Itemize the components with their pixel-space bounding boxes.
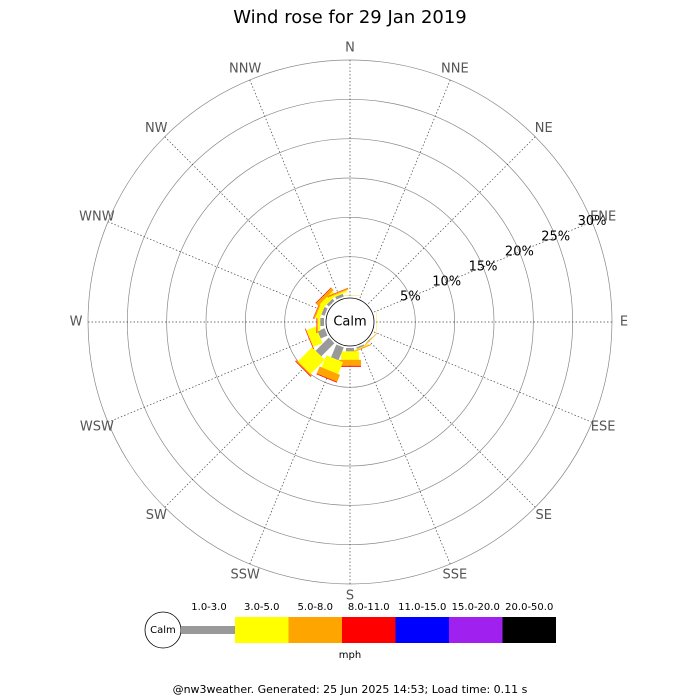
legend-label: 20.0-50.0 [505, 602, 553, 613]
ring-label: 20% [505, 244, 534, 259]
segment [295, 360, 312, 377]
segment [352, 344, 370, 352]
segment [321, 307, 328, 316]
legend-swatch [288, 617, 342, 643]
spoke [359, 345, 451, 565]
spoke [249, 79, 341, 299]
direction-label: NE [535, 121, 553, 136]
segment [341, 351, 359, 360]
legend-label: 15.0-20.0 [452, 602, 500, 613]
spoke [107, 221, 327, 313]
chart-title: Wind rose for 29 Jan 2019 [233, 7, 467, 28]
direction-label: WSW [80, 419, 114, 434]
legend-swatch [449, 617, 503, 643]
direction-label: NW [145, 121, 168, 136]
direction-label: SSE [442, 568, 467, 583]
segment [346, 348, 354, 352]
legend-swatch [395, 617, 449, 643]
spoke [107, 331, 327, 423]
spoke [164, 136, 332, 304]
segment [315, 337, 335, 357]
segment [316, 366, 341, 382]
segment [321, 355, 344, 375]
spoke [368, 136, 536, 304]
segment [350, 343, 372, 354]
direction-label: S [346, 589, 354, 604]
ring-label: 15% [469, 259, 498, 274]
segment [350, 344, 372, 354]
segment [315, 287, 332, 304]
ring-label: 30% [578, 214, 607, 229]
direction-label: WNW [79, 210, 115, 225]
direction-label: NNE [441, 61, 469, 76]
segment [320, 318, 324, 326]
ring-label: 25% [541, 229, 570, 244]
ring-label: 10% [432, 274, 461, 289]
segment [326, 298, 335, 307]
legend-label: 11.0-15.0 [398, 602, 446, 613]
segment [329, 290, 348, 299]
direction-label: ESE [591, 419, 616, 434]
legend-swatch [502, 617, 556, 643]
calm-label: Calm [333, 315, 366, 330]
segment [316, 373, 338, 383]
direction-label: W [70, 315, 83, 330]
legend-unit: mph [339, 650, 361, 661]
segment [304, 328, 314, 350]
sector [327, 287, 349, 300]
segment [295, 359, 313, 377]
segment [327, 288, 349, 298]
segment [306, 326, 323, 347]
segment [362, 334, 376, 348]
spoke [368, 340, 536, 508]
sector [339, 348, 361, 367]
sector [339, 295, 361, 296]
direction-label: SSW [230, 568, 260, 583]
segment [339, 359, 361, 366]
legend-swatch [181, 626, 235, 634]
legend-swatch [235, 617, 289, 643]
spoke [249, 345, 341, 565]
spoke [373, 221, 593, 313]
sector [295, 337, 335, 377]
segment [297, 347, 325, 375]
segment [339, 365, 361, 367]
segment [361, 333, 378, 350]
grid-ring [244, 216, 456, 428]
spoke [359, 79, 451, 299]
legend-label: 5.0-8.0 [298, 602, 333, 613]
direction-label: SE [536, 508, 552, 523]
segment [365, 337, 372, 344]
spoke [373, 331, 593, 423]
grid-ring [166, 138, 534, 506]
sector [361, 333, 378, 350]
grid-ring [205, 177, 495, 467]
segment [315, 287, 334, 306]
ring-label: 5% [400, 289, 421, 304]
direction-label: E [620, 315, 628, 330]
segment [356, 344, 365, 350]
sector [316, 344, 344, 383]
segment [335, 293, 344, 300]
segment [331, 344, 344, 361]
direction-label: N [345, 41, 355, 56]
legend-label: 8.0-11.0 [348, 602, 390, 613]
segment [305, 328, 315, 349]
segment [361, 333, 377, 349]
direction-label: ENE [590, 210, 616, 225]
direction-label: SW [146, 508, 167, 523]
calm-circle [325, 297, 375, 347]
legend-calm-label: Calm [150, 625, 176, 636]
legend-swatch [342, 617, 396, 643]
sector [350, 343, 372, 354]
segment [327, 287, 348, 297]
footer: @nw3weather. Generated: 25 Jun 2025 14:5… [173, 683, 528, 696]
direction-label: NNW [229, 61, 261, 76]
legend-label: 1.0-3.0 [191, 602, 226, 613]
legend-label: 3.0-5.0 [244, 602, 279, 613]
